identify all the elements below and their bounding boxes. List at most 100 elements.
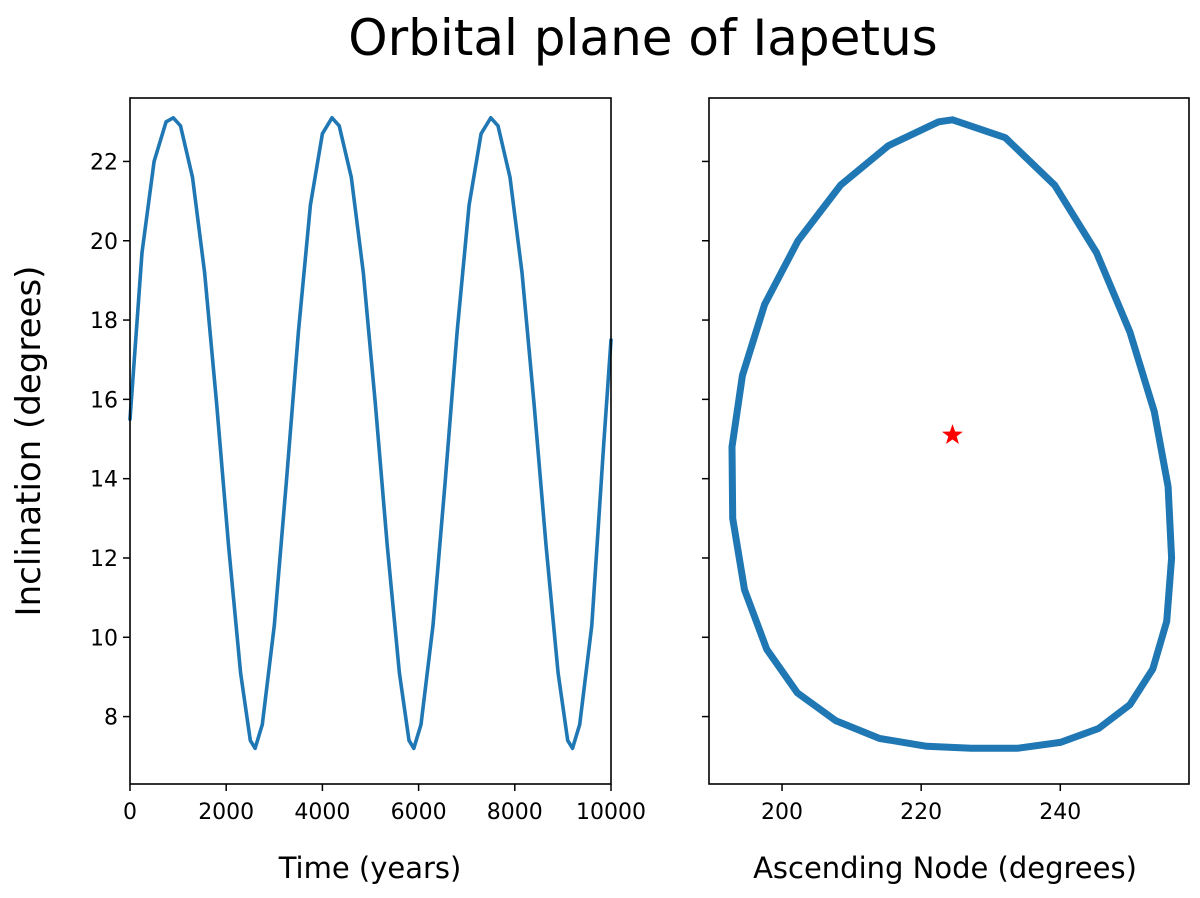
data-point — [349, 175, 353, 179]
data-point — [227, 544, 231, 548]
right-x-axis-label: Ascending Node (degrees) — [753, 851, 1137, 885]
data-point — [1095, 725, 1102, 732]
data-point — [1164, 483, 1172, 490]
data-point — [761, 301, 768, 308]
data-point — [320, 132, 324, 136]
right-axes-frame — [708, 97, 1190, 785]
data-point — [215, 401, 219, 405]
left-x-tick-label: 8000 — [487, 800, 543, 825]
data-point — [741, 586, 748, 593]
left-y-ticks: 8 10 12 14 16 18 20 22 — [90, 150, 130, 731]
data-point — [794, 237, 802, 244]
data-point — [489, 116, 493, 120]
left-y-tick-label: 22 — [90, 150, 118, 175]
data-point — [203, 270, 207, 275]
orbit-loop-trace — [728, 116, 1176, 752]
data-point — [885, 142, 892, 149]
data-point — [496, 124, 500, 128]
left-x-tick-label: 4000 — [294, 800, 350, 825]
left-x-tick-label: 10000 — [576, 800, 646, 825]
data-point — [407, 738, 411, 743]
data-point — [253, 746, 257, 750]
left-plot-marks — [128, 116, 613, 751]
data-point — [729, 515, 736, 522]
data-point — [140, 251, 144, 255]
data-point — [923, 743, 930, 750]
data-point — [296, 330, 300, 334]
data-point — [272, 623, 276, 628]
figure-title: Orbital plane of Iapetus — [348, 9, 938, 67]
data-point — [260, 722, 264, 727]
left-y-axis-label: Inclination (degrees) — [9, 266, 49, 617]
data-point — [1002, 134, 1009, 141]
center-star-marker — [942, 424, 963, 444]
data-point — [949, 116, 956, 124]
data-point — [935, 118, 942, 126]
data-point — [479, 132, 483, 136]
data-point — [373, 401, 377, 405]
data-point — [1163, 618, 1170, 625]
left-y-tick-label: 14 — [90, 468, 118, 493]
left-y-tick-label: 8 — [104, 706, 118, 731]
right-y-ticks — [702, 160, 709, 718]
data-point — [520, 270, 524, 275]
data-point — [532, 401, 536, 405]
data-point — [397, 671, 401, 675]
data-point — [832, 717, 839, 724]
data-point — [837, 182, 844, 189]
data-point — [1014, 745, 1021, 752]
left-x-tick-label: 2000 — [198, 800, 254, 825]
data-point — [1151, 408, 1158, 415]
data-point — [794, 689, 801, 696]
data-point — [728, 443, 736, 451]
data-point — [455, 330, 459, 334]
data-point — [876, 735, 883, 742]
data-point — [570, 746, 575, 750]
inclination-series-line — [128, 116, 613, 751]
data-point — [171, 116, 175, 120]
data-point — [178, 124, 183, 128]
left-x-tick-label: 6000 — [391, 800, 447, 825]
data-point — [248, 738, 252, 743]
data-point — [602, 441, 606, 445]
data-point — [1051, 182, 1058, 189]
left-x-axis-label: Time (years) — [278, 851, 462, 885]
data-point — [385, 544, 389, 548]
left-axes-frame — [129, 97, 612, 785]
data-point — [431, 623, 435, 628]
inclination-vs-time-chart: 0 2000 4000 6000 8000 10000 8 10 12 14 16 18 20 22 T… — [9, 97, 646, 885]
data-point — [544, 544, 548, 548]
left-y-tick-label: 20 — [90, 230, 118, 255]
data-point — [556, 671, 560, 675]
left-y-tick-label: 18 — [90, 309, 118, 334]
data-point — [968, 745, 975, 752]
data-point — [361, 270, 365, 275]
data-point — [443, 481, 447, 485]
data-point — [566, 738, 570, 743]
data-point — [739, 372, 746, 379]
data-point — [308, 203, 312, 207]
left-x-tick-label: 0 — [123, 800, 137, 825]
inclination-vs-node-chart: 200 220 240 Ascending Node (degrees) — [702, 97, 1190, 885]
data-point — [1149, 665, 1157, 673]
data-point — [239, 671, 243, 675]
data-point — [1093, 249, 1100, 256]
right-x-tick-label: 220 — [900, 800, 942, 825]
data-point — [164, 120, 168, 124]
data-point — [1057, 739, 1064, 746]
left-y-tick-label: 12 — [90, 547, 118, 572]
left-y-tick-label: 10 — [90, 626, 118, 651]
left-y-tick-label: 16 — [90, 388, 118, 413]
right-x-ticks: 200 220 240 — [761, 784, 1081, 825]
right-x-tick-label: 200 — [761, 800, 803, 825]
data-point — [578, 722, 582, 727]
data-point — [1126, 701, 1134, 708]
data-point — [467, 203, 471, 207]
data-point — [190, 175, 195, 179]
right-x-tick-label: 240 — [1039, 800, 1081, 825]
data-point — [1168, 554, 1175, 562]
data-point — [1126, 328, 1134, 336]
data-point — [763, 646, 770, 653]
data-point — [330, 116, 334, 120]
